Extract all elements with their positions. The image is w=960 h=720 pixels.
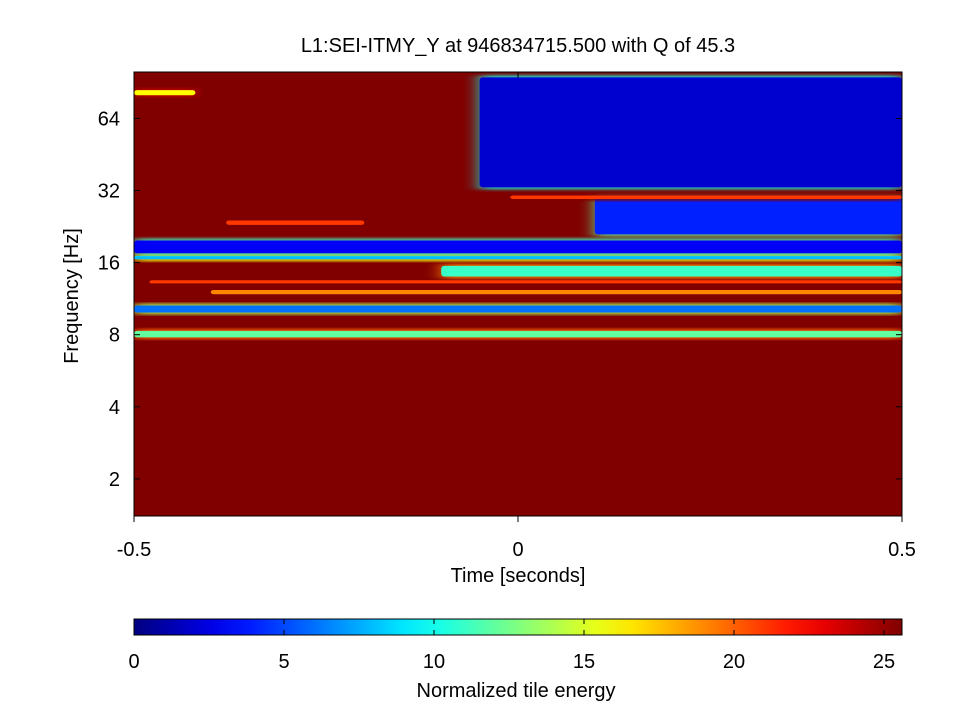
x-tick-label: -0.5 (117, 539, 151, 561)
heatmap-feature (210, 289, 902, 295)
heatmap-feature (226, 220, 365, 225)
colorbar-label: Normalized tile energy (417, 680, 616, 702)
chart-title: L1:SEI-ITMY_Y at 946834715.500 with Q of… (301, 35, 735, 57)
heatmap-feature (594, 197, 902, 235)
heatmap-feature (479, 77, 902, 188)
y-tick-label: 4 (109, 397, 120, 419)
y-axis: 2 4 8 16 32 64 (98, 108, 902, 491)
colorbar-gradient (133, 618, 903, 636)
x-axis: -0.5 0 0.5 (117, 72, 916, 561)
y-tick-label: 32 (98, 181, 120, 203)
y-axis-label: Frequency [Hz] (61, 228, 83, 364)
colorbar-ticks: 0 5 10 15 20 25 (128, 619, 895, 673)
x-tick-label: 0 (512, 539, 523, 561)
heatmap-feature (441, 265, 902, 277)
heatmap-feature (510, 195, 902, 199)
colorbar-tick-label: 25 (873, 651, 895, 673)
y-tick-label: 2 (109, 469, 120, 491)
heatmap-feature (134, 255, 902, 260)
heatmap-features (134, 75, 902, 340)
x-tick-label: 0.5 (888, 539, 916, 561)
colorbar-tick-label: 10 (423, 651, 445, 673)
plot-area (133, 71, 903, 517)
colorbar-tick-label: 20 (723, 651, 745, 673)
colorbar: 0 5 10 15 20 25 Normalized tile energy (128, 618, 903, 702)
heatmap-feature (149, 280, 902, 284)
heatmap-feature (134, 240, 902, 254)
y-tick-label: 16 (98, 253, 120, 275)
x-axis-label: Time [seconds] (451, 565, 586, 587)
heatmap-feature (134, 90, 196, 96)
heatmap-feature (134, 305, 902, 313)
colorbar-tick-label: 5 (278, 651, 289, 673)
colorbar-tick-label: 0 (128, 651, 139, 673)
heatmap-feature (134, 330, 902, 338)
colorbar-tick-label: 15 (573, 651, 595, 673)
y-tick-label: 8 (109, 325, 120, 347)
y-tick-label: 64 (98, 108, 120, 130)
